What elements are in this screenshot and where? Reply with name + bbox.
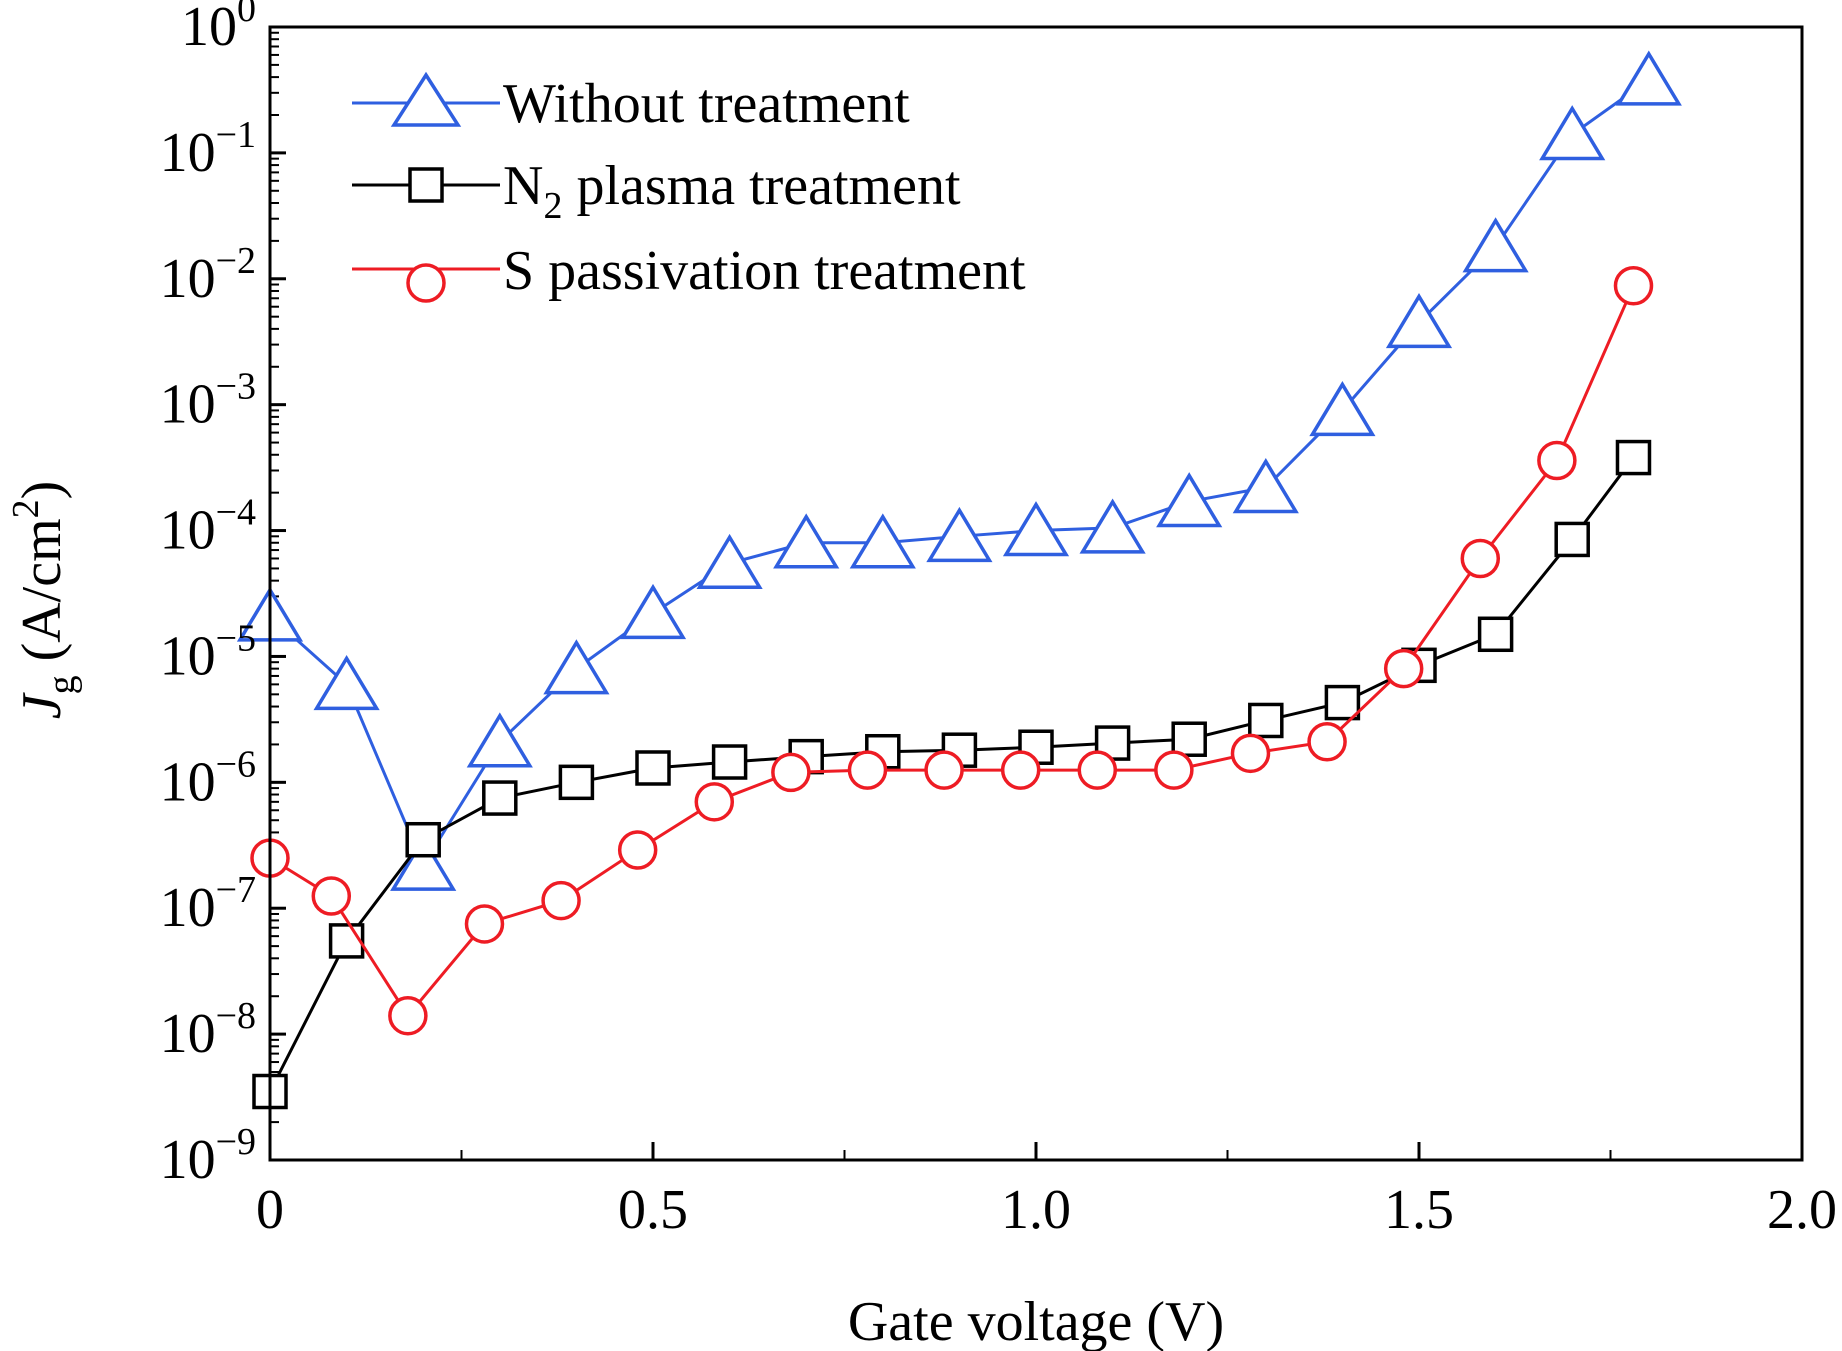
data-point-triangle bbox=[1079, 498, 1146, 554]
y-tick-label: 10−3 bbox=[160, 366, 256, 436]
y-tick-label: 10−8 bbox=[160, 995, 256, 1065]
data-point-square bbox=[1477, 616, 1514, 653]
data-point-circle bbox=[1383, 648, 1424, 689]
data-point-circle bbox=[1000, 750, 1041, 790]
data-point-square bbox=[1171, 721, 1207, 757]
y-tick-label: 10−6 bbox=[160, 743, 256, 813]
y-tick-label: 10−2 bbox=[160, 240, 256, 310]
x-tick-label: 0 bbox=[256, 1179, 284, 1241]
legend-label: N2 plasma treatment bbox=[503, 155, 961, 227]
data-point-circle bbox=[1307, 722, 1347, 762]
legend-marker-triangle bbox=[390, 71, 462, 127]
data-point-circle bbox=[1460, 538, 1501, 579]
data-point-triangle bbox=[926, 506, 993, 563]
legend-entry-s-passivation: S passivation treatment bbox=[352, 240, 1026, 303]
y-tick-label: 10−5 bbox=[160, 617, 256, 687]
data-point-circle bbox=[1537, 440, 1577, 481]
y-axis-title-base: J bbox=[11, 691, 73, 719]
series-circle bbox=[250, 266, 1654, 1036]
y-axis-title-unit: (A/cm bbox=[11, 518, 73, 675]
data-point-triangle bbox=[1615, 50, 1682, 106]
y-axis-title: Jg (A/cm2) bbox=[5, 481, 83, 720]
legend-label: S passivation treatment bbox=[503, 240, 1026, 302]
x-tick-label: 0.5 bbox=[618, 1179, 688, 1241]
series-triangle bbox=[236, 50, 1682, 891]
y-axis-title-unit-sup: 2 bbox=[5, 499, 47, 518]
data-point-circle bbox=[1154, 750, 1194, 790]
data-point-triangle bbox=[1539, 105, 1606, 161]
data-point-square bbox=[1324, 684, 1361, 721]
data-point-circle bbox=[541, 880, 581, 921]
plot-frame bbox=[268, 25, 1804, 1162]
y-axis-ticks: 100 10−1 10−2 10−3 10−4 10−5 10−6 10−7 10−8 10−9 bbox=[160, 0, 286, 1191]
legend-entry-n2-plasma: N2 plasma treatment bbox=[352, 155, 961, 227]
x-tick-label: 1.0 bbox=[1001, 1179, 1071, 1241]
legend-entry-without-treatment: Without treatment bbox=[352, 71, 910, 135]
y-axis-title-sub: g bbox=[41, 675, 83, 694]
data-point-circle bbox=[311, 876, 352, 916]
data-point-circle bbox=[464, 904, 505, 944]
legend-label: Without treatment bbox=[503, 73, 910, 135]
y-tick-label: 10−7 bbox=[160, 869, 256, 939]
data-point-triangle bbox=[543, 639, 610, 695]
data-point-triangle bbox=[696, 533, 763, 589]
legend: Without treatment N2 plasma treatment S … bbox=[352, 71, 1026, 303]
y-tick-label: 100 bbox=[181, 0, 256, 58]
data-point-triangle bbox=[849, 513, 916, 569]
data-point-square bbox=[482, 780, 518, 816]
data-point-square bbox=[635, 750, 671, 786]
data-point-circle bbox=[617, 830, 658, 870]
data-point-square bbox=[1615, 439, 1652, 476]
x-axis-title: Gate voltage (V) bbox=[848, 1291, 1224, 1351]
y-tick-label: 10−9 bbox=[160, 1121, 256, 1191]
data-point-square bbox=[1248, 702, 1284, 739]
data-point-square bbox=[405, 821, 441, 858]
data-point-triangle bbox=[619, 583, 687, 640]
data-point-triangle bbox=[773, 513, 840, 569]
data-point-circle bbox=[388, 995, 428, 1036]
x-axis-ticks: 0 0.5 1.0 1.5 2.0 bbox=[256, 1142, 1837, 1241]
y-tick-label: 10−4 bbox=[160, 492, 256, 562]
data-point-triangle bbox=[313, 654, 380, 711]
data-point-square bbox=[1554, 521, 1590, 558]
data-point-square bbox=[558, 764, 595, 801]
data-point-circle bbox=[694, 782, 735, 822]
data-point-square bbox=[711, 744, 748, 780]
data-point-circle bbox=[924, 750, 964, 790]
data-point-circle bbox=[771, 752, 811, 793]
y-tick-label: 10−1 bbox=[160, 114, 256, 184]
x-tick-label: 2.0 bbox=[1767, 1179, 1837, 1241]
data-point-circle bbox=[847, 750, 888, 790]
x-tick-label: 1.5 bbox=[1384, 1179, 1454, 1241]
data-point-triangle bbox=[1232, 458, 1299, 514]
data-point-circle bbox=[1230, 733, 1271, 774]
data-point-square bbox=[328, 923, 365, 959]
data-point-circle bbox=[1077, 750, 1118, 790]
data-point-triangle bbox=[1002, 501, 1070, 557]
plot-series bbox=[236, 50, 1682, 1110]
data-point-triangle bbox=[1462, 217, 1529, 273]
data-point-circle bbox=[1613, 266, 1654, 306]
data-point-triangle bbox=[1385, 293, 1453, 349]
data-point-triangle bbox=[1309, 381, 1376, 437]
data-point-triangle bbox=[1156, 472, 1223, 528]
legend-marker-square bbox=[408, 167, 444, 203]
legend-marker-circle bbox=[406, 263, 446, 303]
data-point-triangle bbox=[466, 712, 533, 768]
data-point-triangle bbox=[390, 835, 457, 891]
y-axis-title-unit-end: ) bbox=[11, 481, 73, 500]
